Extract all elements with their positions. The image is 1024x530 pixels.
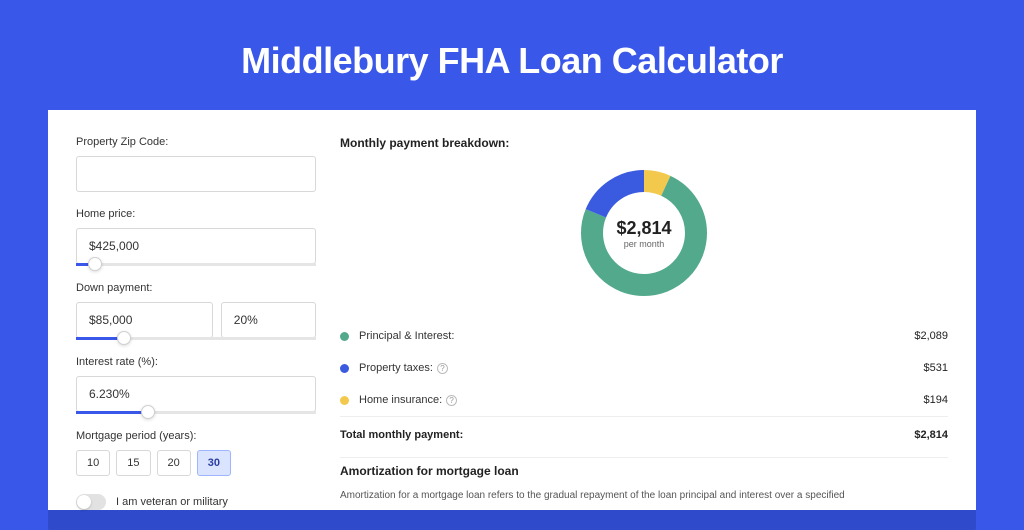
zip-label: Property Zip Code: — [76, 136, 316, 148]
home-price-label: Home price: — [76, 208, 316, 220]
donut-total-sub: per month — [624, 239, 665, 249]
down-payment-percent-input[interactable] — [221, 302, 316, 338]
mortgage-period-label: Mortgage period (years): — [76, 430, 316, 442]
breakdown-column: Monthly payment breakdown: $2,814 per mo… — [340, 136, 948, 510]
payment-donut-chart: $2,814 per month — [579, 168, 709, 298]
mortgage-period-option-10[interactable]: 10 — [76, 450, 110, 476]
amortization-title: Amortization for mortgage loan — [340, 464, 948, 478]
interest-rate-slider[interactable] — [76, 411, 316, 414]
mortgage-period-option-30[interactable]: 30 — [197, 450, 231, 476]
legend-label: Home insurance:? — [359, 394, 924, 406]
legend-value: $531 — [924, 362, 948, 374]
donut-container: $2,814 per month — [340, 168, 948, 298]
legend-value: $2,089 — [914, 330, 948, 342]
down-payment-field-group: Down payment: — [76, 282, 316, 340]
card-shadow: Property Zip Code: Home price: Down paym… — [48, 110, 976, 530]
zip-field-group: Property Zip Code: — [76, 136, 316, 192]
interest-rate-slider-thumb[interactable] — [141, 405, 155, 419]
interest-rate-field-group: Interest rate (%): — [76, 356, 316, 414]
legend-dot — [340, 396, 349, 405]
home-price-input[interactable] — [76, 228, 316, 264]
zip-input[interactable] — [76, 156, 316, 192]
interest-rate-label: Interest rate (%): — [76, 356, 316, 368]
total-value: $2,814 — [914, 429, 948, 441]
mortgage-period-field-group: Mortgage period (years): 1015 2030 — [76, 430, 316, 476]
down-payment-slider[interactable] — [76, 337, 316, 340]
veteran-toggle[interactable] — [76, 494, 106, 510]
divider — [340, 457, 948, 458]
veteran-toggle-row: I am veteran or military — [76, 494, 316, 510]
legend-dot — [340, 332, 349, 341]
legend-label: Principal & Interest: — [359, 330, 914, 342]
down-payment-amount-input[interactable] — [76, 302, 213, 338]
total-label: Total monthly payment: — [340, 429, 914, 441]
legend-dot — [340, 364, 349, 373]
home-price-field-group: Home price: — [76, 208, 316, 266]
mortgage-period-option-15[interactable]: 15 — [116, 450, 150, 476]
page-title: Middlebury FHA Loan Calculator — [54, 40, 970, 82]
help-icon[interactable]: ? — [446, 395, 457, 406]
mortgage-period-option-20[interactable]: 20 — [157, 450, 191, 476]
donut-total-amount: $2,814 — [616, 218, 671, 239]
total-row: Total monthly payment: $2,814 — [340, 417, 948, 457]
breakdown-title: Monthly payment breakdown: — [340, 136, 948, 150]
down-payment-label: Down payment: — [76, 282, 316, 294]
legend-row: Home insurance:?$194 — [340, 384, 948, 416]
legend-row: Property taxes:?$531 — [340, 352, 948, 384]
breakdown-legend: Principal & Interest:$2,089Property taxe… — [340, 320, 948, 416]
amortization-text: Amortization for a mortgage loan refers … — [340, 488, 948, 503]
home-price-slider[interactable] — [76, 263, 316, 266]
interest-rate-input[interactable] — [76, 376, 316, 412]
legend-label: Property taxes:? — [359, 362, 924, 374]
veteran-toggle-knob — [77, 495, 91, 509]
help-icon[interactable]: ? — [437, 363, 448, 374]
calculator-card: Property Zip Code: Home price: Down paym… — [48, 110, 976, 510]
down-payment-slider-thumb[interactable] — [117, 331, 131, 345]
mortgage-period-options: 1015 2030 — [76, 450, 316, 476]
home-price-slider-thumb[interactable] — [88, 257, 102, 271]
legend-value: $194 — [924, 394, 948, 406]
legend-row: Principal & Interest:$2,089 — [340, 320, 948, 352]
form-column: Property Zip Code: Home price: Down paym… — [76, 136, 316, 510]
veteran-label: I am veteran or military — [116, 496, 228, 508]
